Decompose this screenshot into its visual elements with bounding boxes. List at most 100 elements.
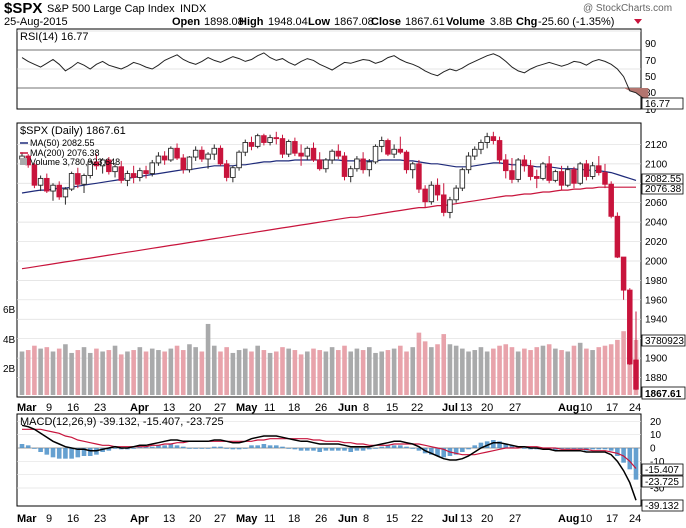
- candle-body: [478, 142, 484, 150]
- volume-bar: [118, 354, 124, 395]
- macd-histogram-bar: [373, 448, 378, 449]
- macd-tick-label: -10: [650, 457, 665, 468]
- price-chart-title: $SPX (Daily) 1867.61: [20, 125, 126, 137]
- macd-histogram-bar: [199, 448, 205, 449]
- candle-body: [75, 173, 81, 185]
- volume-value: 3.8B: [490, 16, 513, 28]
- volume-bar: [32, 345, 37, 395]
- volume-bar: [199, 351, 205, 395]
- volume-bar: [323, 351, 329, 395]
- candle-body: [416, 163, 422, 190]
- volume-bar: [174, 345, 180, 395]
- x-axis-label: Mar: [17, 402, 37, 414]
- volume-bar: [149, 348, 155, 395]
- x-axis-label: 11: [264, 402, 275, 414]
- open-value: 1898.08: [204, 16, 244, 28]
- candle-body: [633, 359, 639, 390]
- macd-histogram-bar: [38, 448, 43, 452]
- signal-last-label: -15.407: [645, 465, 679, 476]
- macd-histogram-bar: [50, 448, 56, 458]
- candle-body: [583, 163, 590, 177]
- candle-body: [391, 148, 397, 155]
- price-tick-label: 1880: [645, 373, 668, 384]
- ma50-legend: MA(50) 2082.55: [30, 138, 95, 148]
- volume-bar: [311, 348, 316, 395]
- volume-legend: Volume 3,780,923,648: [30, 157, 120, 167]
- volume-bar: [261, 350, 267, 395]
- volume-last-label: 3780923: [645, 336, 684, 347]
- macd-histogram-bar: [255, 445, 260, 448]
- macd-frame: [16, 413, 642, 507]
- volume-bar: [559, 350, 564, 395]
- x-axis-label: 8: [363, 402, 369, 414]
- volume-bar: [137, 347, 143, 395]
- volume-bar: [329, 347, 335, 395]
- macd-histogram-bar: [230, 448, 236, 450]
- chg-value: -25.60 (-1.35%): [538, 16, 614, 28]
- macd-histogram-bar: [379, 446, 385, 448]
- macd-histogram-bar: [311, 448, 316, 451]
- volume-bar: [106, 350, 112, 395]
- ma50-last-label: 2082.55: [645, 174, 682, 185]
- ma50-line: [21, 159, 637, 194]
- price-tick-label: 2060: [645, 198, 668, 209]
- candle-body: [440, 194, 447, 213]
- volume-bar: [81, 347, 87, 395]
- volume-bar: [25, 350, 31, 395]
- macd-histogram-bar: [571, 448, 577, 450]
- x-axis-label: 20: [481, 513, 493, 525]
- x-axis-label: Aug: [558, 402, 579, 414]
- candle-body: [143, 170, 149, 175]
- candle-body: [292, 141, 298, 154]
- ma200-last-box: [641, 183, 684, 195]
- macd-histogram-bar: [633, 448, 639, 480]
- macd-histogram-bar: [615, 448, 620, 456]
- volume-bar: [168, 348, 174, 395]
- candle-body: [422, 188, 428, 203]
- macd-histogram-bar: [329, 448, 335, 451]
- macd-histogram-bar: [261, 444, 267, 448]
- x-axis-label: 17: [606, 402, 618, 414]
- volume-legend-swatch: [20, 158, 27, 165]
- volume-bar: [298, 354, 304, 395]
- volume-bar: [410, 347, 416, 395]
- macd-histogram-bar: [162, 445, 167, 448]
- volume-bar: [577, 342, 583, 395]
- candle-body: [459, 169, 466, 189]
- x-axis-label: 15: [386, 402, 398, 414]
- hist-last-label: -23.725: [645, 477, 679, 488]
- candle-body: [496, 140, 503, 161]
- candle-body: [329, 150, 335, 161]
- macd-histogram-bar: [336, 448, 341, 451]
- chg-down-arrow-icon: [634, 19, 642, 24]
- macd-histogram-bar: [453, 448, 459, 455]
- macd-panel: MACD(12,26,9) -39.132, -15.407, -23.725 …: [16, 413, 684, 512]
- volume-bar: [553, 348, 558, 395]
- candle-body: [168, 147, 174, 161]
- volume-bar: [87, 352, 93, 395]
- candle-body: [509, 170, 515, 180]
- volume-bar: [404, 351, 409, 395]
- rsi-tick: 70: [645, 56, 657, 67]
- macd-histogram-bar: [44, 448, 50, 455]
- candle-body: [397, 148, 404, 153]
- price-tick-label: 2100: [645, 159, 668, 170]
- macd-histogram-bar: [410, 448, 416, 449]
- x-axis-label: 24: [629, 402, 641, 414]
- volume-tick: 6B: [3, 305, 16, 316]
- volume-bar: [596, 347, 602, 395]
- candle-body: [614, 215, 621, 258]
- candle-body: [93, 161, 100, 167]
- macd-histogram-bar: [559, 448, 564, 450]
- signal-last-box: [641, 463, 684, 476]
- index-name: S&P 500 Large Cap Index: [47, 3, 175, 15]
- volume-bar: [590, 350, 595, 395]
- volume-bar: [19, 351, 25, 395]
- volume-tick: 4B: [3, 335, 16, 346]
- candle-body: [87, 161, 93, 176]
- candle-body: [205, 153, 211, 160]
- x-axis-label: 10: [580, 402, 592, 414]
- volume-bar: [416, 332, 422, 395]
- candle-body: [267, 137, 273, 143]
- candle-body: [627, 289, 633, 365]
